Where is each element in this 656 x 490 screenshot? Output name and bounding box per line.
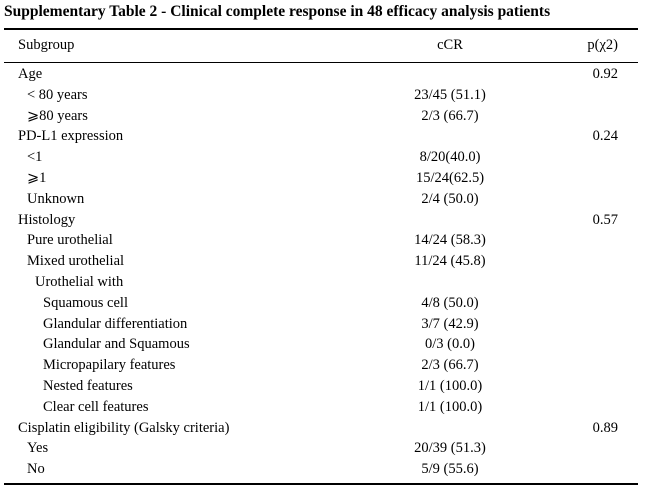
- table-row: Age 0.92: [0, 64, 656, 85]
- row-ccr-value: 1/1 (100.0): [417, 398, 483, 415]
- row-ccr-value: 20/39 (51.3): [414, 440, 486, 457]
- column-header-p: p(χ2): [587, 37, 618, 53]
- row-p-value: 0.24: [592, 128, 618, 145]
- row-ccr-value: 8/20(40.0): [419, 149, 481, 166]
- table-row: Micropapilary features 2/3 (66.7): [0, 355, 656, 376]
- column-header-subgroup: Subgroup: [18, 37, 75, 53]
- column-header-ccr: cCR: [437, 37, 463, 53]
- table-row: Squamous cell 4/8 (50.0): [0, 293, 656, 314]
- table-title: Supplementary Table 2 - Clinical complet…: [4, 3, 551, 20]
- table-row: ⩾80 years 2/3 (66.7): [0, 106, 656, 127]
- table-row: Cisplatin eligibility (Galsky criteria) 0…: [0, 418, 656, 439]
- row-label: Histology: [18, 211, 76, 228]
- header-rule: [4, 62, 638, 63]
- table-row: Clear cell features 1/1 (100.0): [0, 397, 656, 418]
- row-label: No: [27, 461, 45, 478]
- row-ccr-value: 1/1 (100.0): [417, 378, 483, 394]
- row-label: < 80 years: [27, 86, 88, 103]
- row-label: Clear cell features: [43, 398, 149, 415]
- table-row: <1 8/20(40.0): [0, 147, 656, 168]
- row-label: Nested features: [43, 378, 133, 394]
- top-rule: [4, 28, 638, 30]
- row-label: PD-L1 expression: [18, 128, 124, 145]
- table-row: Glandular differentiation 3/7 (42.9): [0, 314, 656, 335]
- table-row: Nested features 1/1 (100.0): [0, 376, 656, 397]
- row-p-value: 0.89: [592, 419, 618, 436]
- table-row: Unknown 2/4 (50.0): [0, 189, 656, 210]
- row-label: Yes: [27, 440, 49, 457]
- row-ccr-value: 15/24(62.5): [415, 170, 485, 186]
- table-row: Histology 0.57: [0, 210, 656, 231]
- table-row: ⩾1 15/24(62.5): [0, 168, 656, 189]
- row-label: Mixed urothelial: [27, 253, 125, 270]
- row-label: ⩾80 years: [27, 107, 88, 124]
- table-row: PD-L1 expression 0.24: [0, 126, 656, 147]
- row-ccr-value: 3/7 (42.9): [421, 315, 479, 332]
- table-row: Urothelial with: [0, 272, 656, 293]
- row-ccr-value: 0/3 (0.0): [425, 336, 475, 353]
- table-row: Mixed urothelial 11/24 (45.8): [0, 251, 656, 272]
- row-label: Micropapilary features: [43, 357, 176, 374]
- row-ccr-value: 11/24 (45.8): [414, 253, 486, 270]
- table-row: No 5/9 (55.6): [0, 459, 656, 480]
- bottom-rule: [4, 483, 638, 485]
- row-ccr-value: 2/4 (50.0): [421, 190, 479, 207]
- row-ccr-value: 2/3 (66.7): [421, 107, 479, 124]
- table-row: < 80 years 23/45 (51.1): [0, 85, 656, 106]
- row-ccr-value: 14/24 (58.3): [414, 232, 486, 249]
- row-label: Cisplatin eligibility (Galsky criteria): [18, 419, 230, 436]
- row-ccr-value: 4/8 (50.0): [421, 294, 479, 311]
- row-ccr-value: 23/45 (51.1): [414, 86, 486, 103]
- row-label: Glandular differentiation: [43, 315, 188, 332]
- row-p-value: 0.57: [592, 211, 618, 228]
- row-label: <1: [27, 149, 43, 166]
- table-row: Glandular and Squamous 0/3 (0.0): [0, 334, 656, 355]
- table-row: Yes 20/39 (51.3): [0, 438, 656, 459]
- row-label: Pure urothelial: [27, 232, 113, 249]
- row-label: Unknown: [27, 190, 85, 207]
- row-label: Age: [18, 66, 43, 82]
- row-label: Glandular and Squamous: [43, 336, 190, 353]
- row-ccr-value: 2/3 (66.7): [421, 357, 479, 374]
- row-label: Squamous cell: [43, 294, 128, 311]
- row-ccr-value: 5/9 (55.6): [421, 461, 479, 478]
- table-row: Pure urothelial 14/24 (58.3): [0, 230, 656, 251]
- row-p-value: 0.92: [592, 66, 618, 82]
- row-label: ⩾1: [27, 170, 47, 186]
- row-label: Urothelial with: [35, 274, 124, 290]
